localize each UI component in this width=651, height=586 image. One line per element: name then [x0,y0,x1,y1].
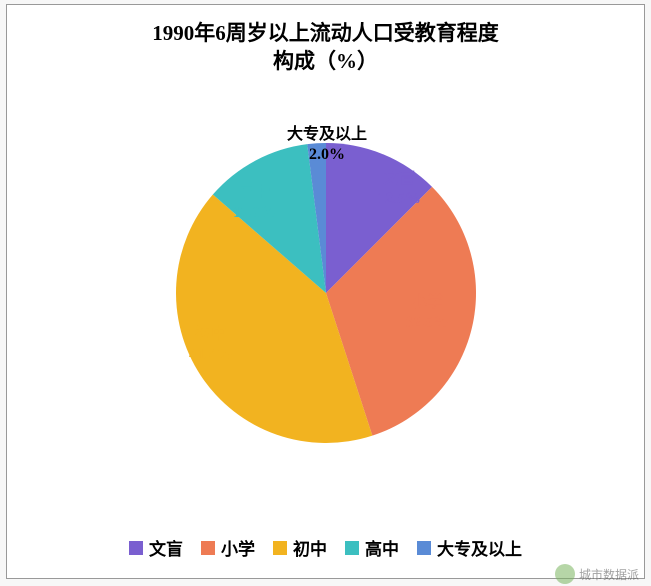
slice-label-name: 初中 [189,325,233,345]
legend-swatch [345,541,359,555]
legend-swatch [273,541,287,555]
chart-frame: 1990年6周岁以上流动人口受教育程度 构成（%） 文盲12.5%小学32.5%… [6,4,645,579]
watermark: 城市数据派 [555,564,639,584]
chart-title: 1990年6周岁以上流动人口受教育程度 构成（%） [7,5,644,76]
legend-label: 文盲 [149,535,183,560]
watermark-text: 城市数据派 [579,566,639,583]
legend-label: 高中 [365,535,399,560]
legend-swatch [129,541,143,555]
legend-item: 文盲 [129,535,183,560]
chart-title-line1: 1990年6周岁以上流动人口受教育程度 [7,19,644,47]
slice-label-value: 11.6% [233,203,276,223]
slice-label-value: 41.4% [189,345,233,365]
legend-item: 初中 [273,535,327,560]
slice-label-value: 32.5% [405,313,449,333]
legend-item: 高中 [345,535,399,560]
slice-label-name: 小学 [405,293,449,313]
legend-label: 大专及以上 [437,535,522,560]
legend-item: 小学 [201,535,255,560]
slice-label-value: 12.5% [377,189,421,209]
legend-item: 大专及以上 [417,535,522,560]
slice-label: 大专及以上2.0% [287,125,367,165]
legend-swatch [417,541,431,555]
slice-label: 文盲12.5% [377,169,421,209]
chart-title-line2: 构成（%） [7,47,644,75]
watermark-icon [555,564,575,584]
legend-swatch [201,541,215,555]
slice-label-name: 大专及以上 [287,125,367,145]
legend-label: 初中 [293,535,327,560]
slice-label-name: 文盲 [377,169,421,189]
slice-label: 高中11.6% [233,183,276,223]
slice-label: 小学32.5% [405,293,449,333]
legend: 文盲 小学 初中 高中 大专及以上 [7,535,644,560]
legend-label: 小学 [221,535,255,560]
slice-label: 初中41.4% [189,325,233,365]
slice-label-name: 高中 [233,183,276,203]
slice-label-value: 2.0% [287,145,367,165]
